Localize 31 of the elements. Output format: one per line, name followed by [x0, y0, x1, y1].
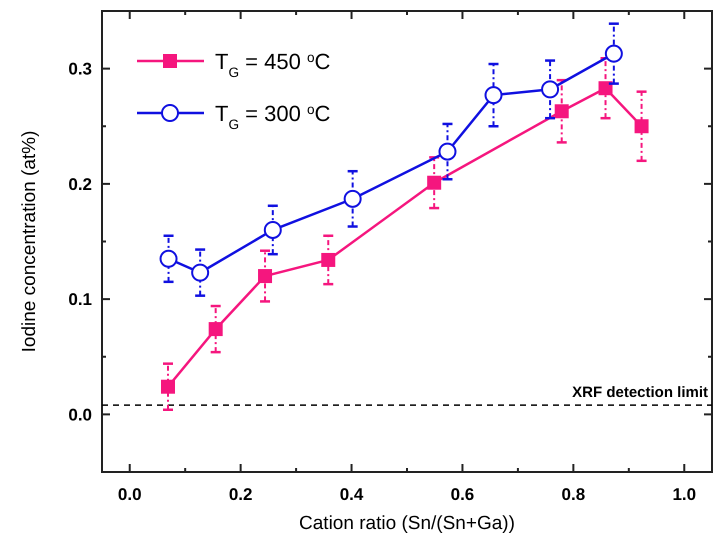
- point: [258, 269, 272, 284]
- legend-label: T$_{G}$ = 450 $^{o}$C: [215, 49, 331, 80]
- y-axis-title: Iodine concentration (at%): [19, 130, 40, 352]
- x-tick-label: 1.0: [672, 485, 696, 504]
- point: [604, 44, 623, 63]
- point: [321, 252, 336, 267]
- y-tick-label: 0.1: [68, 290, 92, 310]
- x-tick-label: 0.4: [340, 485, 364, 504]
- x-tick-label: 0.8: [562, 485, 586, 504]
- y-tick-label: 0.2: [68, 174, 92, 194]
- point: [264, 220, 282, 239]
- x-axis-title: Cation ratio (Sn/(Sn+Ga)): [299, 513, 515, 534]
- x-tick-label: 0.2: [228, 485, 252, 504]
- ref-line-label: XRF detection limit: [572, 384, 708, 402]
- point: [438, 142, 456, 161]
- point: [541, 80, 560, 98]
- point: [160, 250, 178, 268]
- point: [484, 86, 503, 104]
- point: [344, 190, 362, 208]
- x-tick-label: 0.6: [450, 485, 474, 504]
- point: [598, 81, 613, 96]
- point: [427, 176, 442, 190]
- point: [191, 264, 210, 282]
- y-tick-label: 0.3: [68, 60, 92, 79]
- legend-label: T$_{G}$ = 300 $^{o}$C: [215, 101, 331, 132]
- point: [634, 119, 649, 134]
- y-tick-label: 0.0: [68, 405, 92, 424]
- point: [160, 380, 175, 394]
- point: [554, 104, 569, 118]
- x-tick-label: 0.0: [118, 485, 142, 504]
- point: [208, 322, 223, 336]
